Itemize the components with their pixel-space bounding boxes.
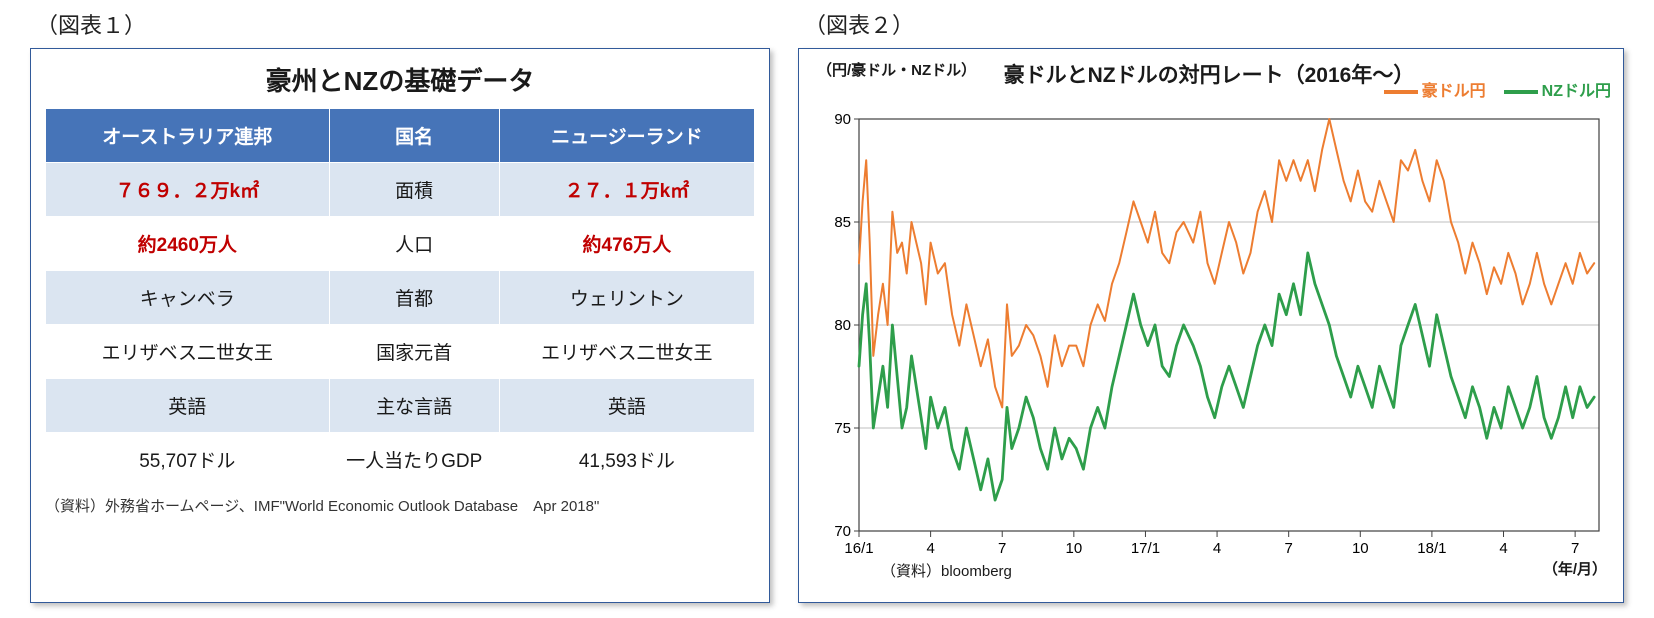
table-cell-right: 41,593ドル <box>499 433 754 487</box>
col-header-right: ニュージーランド <box>499 109 754 163</box>
table-row: 約2460万人人口約476万人 <box>46 217 755 271</box>
table-cell-right: ２７．１万k㎡ <box>499 163 754 217</box>
x-tick-label: 17/1 <box>1131 540 1160 557</box>
figure1-source: （資料）外務省ホームページ、IMF"World Economic Outlook… <box>45 495 755 516</box>
figure1-wrap: （図表１） 豪州とNZの基礎データ オーストラリア連邦 国名 ニュージーランド … <box>30 8 770 603</box>
x-tick-label: 16/1 <box>844 540 873 557</box>
x-tick-label: 10 <box>1352 540 1369 557</box>
table-cell-left: ７６９．２万k㎡ <box>46 163 330 217</box>
x-tick-label: 4 <box>1499 540 1507 557</box>
table-cell-right: ウェリントン <box>499 271 754 325</box>
table-row: 55,707ドル一人当たりGDP41,593ドル <box>46 433 755 487</box>
figure2-wrap: （図表２） （円/豪ドル・NZドル） 豪ドルとNZドルの対円レート（2016年～… <box>798 8 1624 603</box>
y-tick-label: 80 <box>834 317 851 334</box>
table-cell-mid: 国家元首 <box>329 325 499 379</box>
legend-label: 豪ドル円 <box>1422 83 1486 100</box>
legend-label: NZドル円 <box>1542 83 1611 100</box>
figure1-panel: 豪州とNZの基礎データ オーストラリア連邦 国名 ニュージーランド ７６９．２万… <box>30 48 770 603</box>
col-header-left: オーストラリア連邦 <box>46 109 330 163</box>
x-tick-label: 7 <box>1285 540 1293 557</box>
table-cell-left: 55,707ドル <box>46 433 330 487</box>
legend-swatch <box>1504 90 1538 94</box>
x-tick-label: 7 <box>998 540 1006 557</box>
table-cell-mid: 首都 <box>329 271 499 325</box>
figure1-table: オーストラリア連邦 国名 ニュージーランド ７６９．２万k㎡面積２７．１万k㎡約… <box>45 108 755 487</box>
figure1-title: 豪州とNZの基礎データ <box>45 61 755 98</box>
table-row: ７６９．２万k㎡面積２７．１万k㎡ <box>46 163 755 217</box>
y-tick-label: 75 <box>834 420 851 437</box>
table-row: エリザベス二世女王国家元首エリザベス二世女王 <box>46 325 755 379</box>
x-tick-label: 7 <box>1571 540 1579 557</box>
table-cell-mid: 人口 <box>329 217 499 271</box>
table-cell-left: エリザベス二世女王 <box>46 325 330 379</box>
x-tick-label: 4 <box>1213 540 1221 557</box>
series-nzd <box>859 253 1594 500</box>
table-cell-left: 英語 <box>46 379 330 433</box>
page-root: （図表１） 豪州とNZの基礎データ オーストラリア連邦 国名 ニュージーランド … <box>0 0 1654 615</box>
y-tick-label: 85 <box>834 214 851 231</box>
table-header-row: オーストラリア連邦 国名 ニュージーランド <box>46 109 755 163</box>
table-cell-left: 約2460万人 <box>46 217 330 271</box>
chart-source: （資料）bloomberg <box>881 560 1012 581</box>
chart-x-unit: （年/月） <box>1543 558 1607 579</box>
x-tick-label: 4 <box>926 540 934 557</box>
table-cell-right: 英語 <box>499 379 754 433</box>
x-tick-label: 10 <box>1065 540 1082 557</box>
table-cell-mid: 一人当たりGDP <box>329 433 499 487</box>
y-tick-label: 70 <box>834 523 851 540</box>
table-cell-right: エリザベス二世女王 <box>499 325 754 379</box>
table-cell-mid: 面積 <box>329 163 499 217</box>
table-cell-right: 約476万人 <box>499 217 754 271</box>
figure1-caption: （図表１） <box>36 8 770 40</box>
legend-item: NZドル円 <box>1504 77 1611 101</box>
table-row: 英語主な言語英語 <box>46 379 755 433</box>
legend-swatch <box>1384 90 1418 94</box>
figure2-panel: （円/豪ドル・NZドル） 豪ドルとNZドルの対円レート（2016年～） 豪ドル円… <box>798 48 1624 603</box>
table-row: キャンベラ首都ウェリントン <box>46 271 755 325</box>
y-tick-label: 90 <box>834 113 851 128</box>
chart-svg: 70 75 80 85 90 16/1 4 7 10 17/1 4 7 10 18/1 4 7 <box>811 113 1609 583</box>
table-cell-left: キャンベラ <box>46 271 330 325</box>
chart-legend: 豪ドル円 NZドル円 <box>1384 77 1611 101</box>
x-tick-label: 18/1 <box>1417 540 1446 557</box>
legend-item: 豪ドル円 <box>1384 77 1486 101</box>
series-aud <box>859 119 1594 407</box>
figure2-caption: （図表２） <box>804 8 1624 40</box>
chart-plot-wrap: 70 75 80 85 90 16/1 4 7 10 17/1 4 7 10 18/1 4 7 （資料）blo… <box>811 113 1609 583</box>
table-cell-mid: 主な言語 <box>329 379 499 433</box>
col-header-mid: 国名 <box>329 109 499 163</box>
